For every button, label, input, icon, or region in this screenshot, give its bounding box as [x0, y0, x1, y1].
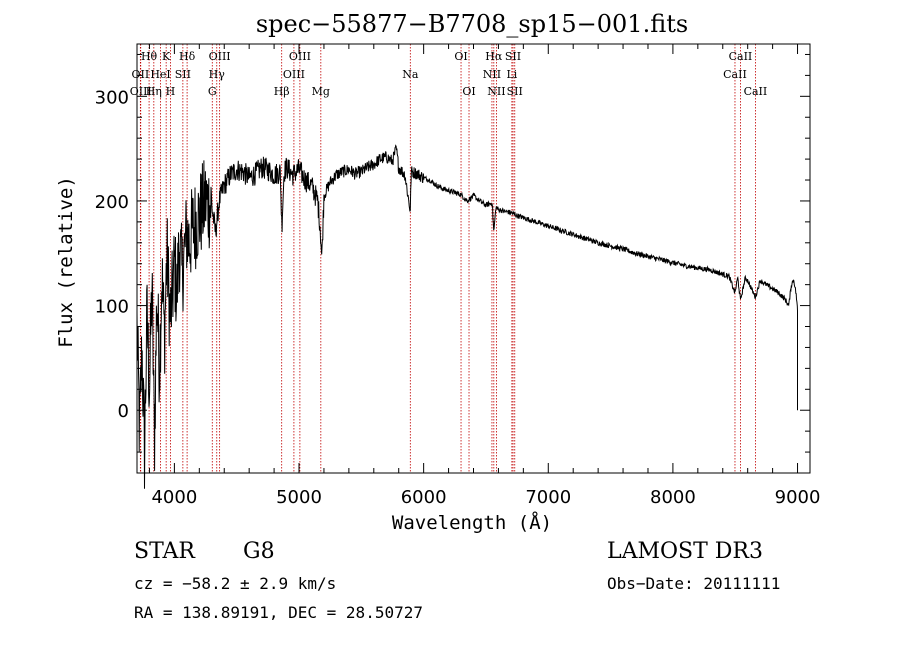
object-subclass: G8: [243, 539, 275, 564]
line-marker-label: OIII: [283, 68, 305, 81]
line-marker-label: Hβ: [274, 85, 290, 98]
plot-frame: [136, 43, 811, 474]
object-class: STAR: [134, 539, 195, 564]
line-marker-label: K: [162, 50, 171, 63]
line-marker-label: G: [208, 85, 217, 98]
line-marker-label-group: Hθ OII OIII K HeI Hη Hδ SII H OIII Hγ G OIII OIII Hβ Mg…: [130, 50, 768, 98]
line-marker-label: NII: [487, 85, 505, 98]
line-marker-label: Na: [402, 68, 419, 81]
spectrum-line: [136, 144, 798, 489]
x-tick-label: 9000: [775, 487, 821, 508]
line-marker-label: H: [166, 85, 176, 98]
line-marker-label: SII: [175, 68, 191, 81]
line-marker-label: OI: [462, 85, 475, 98]
line-marker-group: [139, 44, 756, 473]
line-marker-label: Hα: [485, 50, 503, 63]
y-axis: 0 100 200 300: [95, 53, 810, 453]
line-marker-label: CaII: [729, 50, 753, 63]
line-marker-label: Hθ: [141, 50, 158, 63]
y-axis-label: Flux (relative): [55, 176, 77, 348]
line-marker-label: Hδ: [179, 50, 196, 63]
survey-name: LAMOST DR3: [607, 539, 763, 564]
line-marker-label: SII: [505, 50, 521, 63]
line-marker-label: CaII: [723, 68, 747, 81]
redshift-text: cz = −58.2 ± 2.9 km/s: [134, 574, 337, 593]
coordinates: RA = 138.89191, DEC = 28.50727: [134, 603, 423, 622]
line-marker-label: Li: [506, 68, 517, 81]
line-marker-label: Hη: [146, 85, 162, 98]
x-axis-label: Wavelength (Å): [392, 511, 552, 534]
y-tick-label: 100: [95, 297, 129, 318]
chart-title: spec−55877−B7708_sp15−001.fits: [256, 10, 688, 38]
y-tick-label: 300: [95, 87, 129, 108]
y-tick-label: 200: [95, 192, 129, 213]
line-marker-label: CaII: [744, 85, 768, 98]
line-marker-label: OII: [132, 68, 150, 81]
line-marker-label: Hγ: [209, 68, 226, 81]
line-marker-label: OIII: [289, 50, 311, 63]
line-marker-label: SII: [507, 85, 523, 98]
x-tick-label: 6000: [401, 487, 447, 508]
line-marker-label: NII: [483, 68, 501, 81]
line-marker-label: OIII: [130, 85, 152, 98]
obs-date: Obs−Date: 20111111: [607, 574, 781, 593]
line-marker-label: OI: [454, 50, 467, 63]
y-tick-label: 0: [118, 401, 129, 422]
line-marker-label: HeI: [150, 68, 170, 81]
x-tick-label: 8000: [650, 487, 696, 508]
x-tick-label: 7000: [525, 487, 571, 508]
x-tick-label: 4000: [151, 487, 197, 508]
line-marker-label: Mg: [312, 85, 330, 98]
x-axis: 4000 5000 6000 7000 8000 9000: [148, 44, 821, 508]
line-marker-label: OIII: [209, 50, 231, 63]
x-tick-label: 5000: [276, 487, 322, 508]
